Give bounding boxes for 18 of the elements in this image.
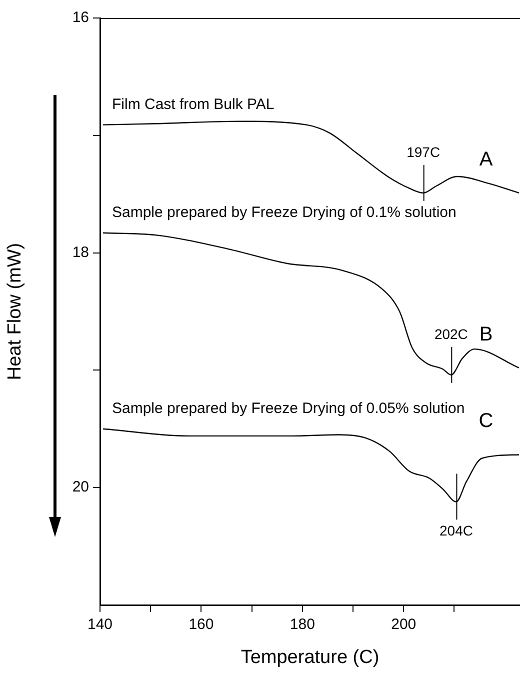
x-tick-label: 200 (391, 616, 416, 634)
series-label: A (479, 148, 494, 170)
y-tick-label: 20 (72, 478, 89, 496)
y-tick-label: 18 (72, 244, 89, 261)
x-tick-label: 180 (290, 616, 315, 634)
annotation: 204C (440, 522, 473, 539)
series-label: B (479, 323, 493, 346)
annotation: Film Cast from Bulk PAL (112, 96, 274, 113)
x-axis-title: Temperature (C) (240, 646, 380, 668)
annotation: 197C (406, 144, 440, 160)
annotation: Sample prepared by Freeze Drying of 0.05% solution (112, 400, 465, 418)
y-tick-label: 16 (72, 9, 89, 26)
series-label: C (478, 410, 494, 432)
x-tick-label: 140 (87, 616, 113, 634)
x-tick-label: 160 (188, 616, 214, 634)
annotation: 202C (434, 326, 468, 342)
annotation: Sample prepared by Freeze Drying of 0.1% solution (112, 204, 456, 221)
y-axis-title: Heat Flow (mW) (4, 242, 26, 380)
